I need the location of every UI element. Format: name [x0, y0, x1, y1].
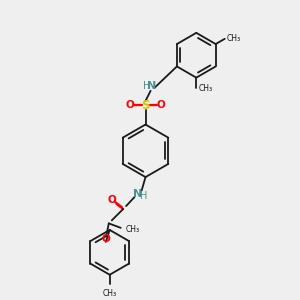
Text: CH₃: CH₃ — [226, 34, 241, 43]
Text: H: H — [140, 191, 148, 201]
Text: S: S — [141, 99, 150, 112]
Text: N: N — [134, 188, 143, 199]
Text: O: O — [107, 195, 116, 205]
Text: O: O — [101, 234, 110, 244]
Text: CH₃: CH₃ — [125, 225, 139, 234]
Text: N: N — [148, 81, 157, 91]
Text: O: O — [125, 100, 134, 110]
Text: CH₃: CH₃ — [199, 84, 213, 93]
Text: CH₃: CH₃ — [103, 289, 117, 298]
Text: O: O — [157, 100, 166, 110]
Text: H: H — [143, 81, 150, 91]
